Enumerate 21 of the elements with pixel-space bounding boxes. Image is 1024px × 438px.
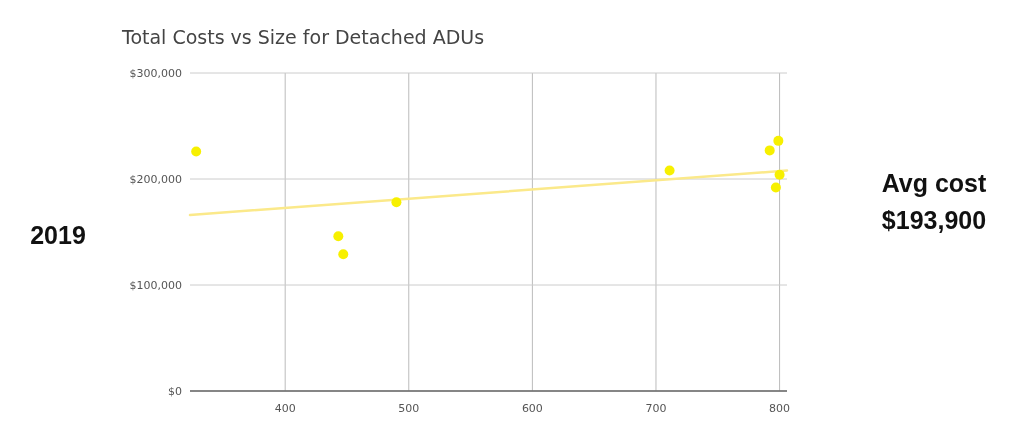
point (191, 146, 202, 157)
x-tick-label: 600 (521, 402, 543, 415)
x-tick-label: 800 (769, 402, 791, 415)
text: Avg cost $193,900 (881, 169, 987, 234)
y-tick-label: $300,000 (129, 67, 182, 80)
point (338, 249, 349, 260)
x-tick-label: 400 (274, 402, 296, 415)
y-tick-label: $200,000 (129, 173, 182, 186)
y-tick-label: $100,000 (129, 279, 182, 292)
point (664, 165, 675, 176)
chart-title: Total Costs vs Size for Detached ADUs (121, 26, 485, 48)
point (774, 169, 785, 180)
point (770, 182, 781, 193)
point (333, 231, 344, 242)
text: 2019 (30, 221, 86, 249)
y-tick-label: $0 (168, 385, 182, 398)
x-tick-label: 700 (645, 402, 667, 415)
x-tick-label: 500 (398, 402, 420, 415)
point (764, 145, 775, 156)
point (773, 135, 784, 146)
point (391, 197, 402, 208)
